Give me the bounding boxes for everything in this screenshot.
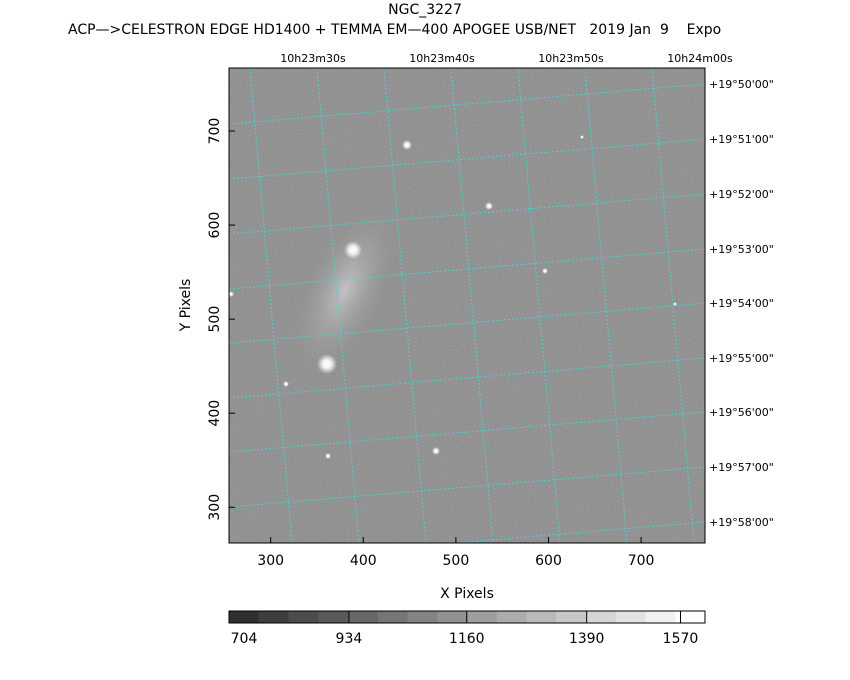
x-tick-label: 500 (443, 553, 470, 569)
colorbar-tick-label: 934 (336, 631, 363, 647)
colorbar-segment (467, 611, 498, 623)
sky-image (229, 68, 705, 543)
ra-grid-line (651, 68, 695, 543)
ra-grid-line (249, 68, 293, 543)
ra-grid-line (383, 68, 427, 543)
dec-label: +19°52'00" (709, 188, 774, 201)
colorbar-tick-label: 704 (231, 631, 258, 647)
colorbar-segment (348, 611, 379, 623)
dec-label: +19°55'00" (709, 352, 774, 365)
colorbar-segment (645, 611, 676, 623)
ra-label: 10h23m30s (280, 52, 346, 65)
colorbar-segment (229, 611, 260, 623)
ra-grid-line (584, 68, 628, 543)
y-tick-label: 700 (207, 118, 223, 145)
x-tick-label: 300 (257, 553, 284, 569)
x-tick-label: 600 (535, 553, 562, 569)
x-tick-label: 400 (350, 553, 377, 569)
dec-label: +19°56'00" (709, 406, 774, 419)
dec-label: +19°53'00" (709, 243, 774, 256)
plot-frame (228, 67, 706, 544)
y-axis-label: Y Pixels (178, 279, 194, 333)
dec-label: +19°51'00" (709, 133, 774, 146)
colorbar-segment (586, 611, 617, 623)
colorbar-segment (407, 611, 438, 623)
x-tick-label: 700 (628, 553, 655, 569)
colorbar-segment (437, 611, 468, 623)
y-tick-label: 500 (207, 306, 223, 333)
y-tick-label: 600 (207, 212, 223, 239)
y-tick-label: 300 (207, 494, 223, 521)
ra-grid-line (450, 68, 494, 543)
colorbar-segment (675, 611, 706, 623)
colorbar-tick-label: 1160 (449, 631, 485, 647)
colorbar-segment (288, 611, 319, 623)
colorbar-segment (258, 611, 289, 623)
chart-title: NGC_3227 (388, 2, 462, 18)
chart-subtitle: ACP—>CELESTRON EDGE HD1400 + TEMMA EM—40… (68, 22, 721, 38)
ra-grid-line (316, 68, 360, 543)
y-tick-label: 400 (207, 400, 223, 427)
ra-grid-line (517, 68, 561, 543)
colorbar-segment (556, 611, 587, 623)
dec-label: +19°50'00" (709, 78, 774, 91)
dec-label: +19°58'00" (709, 516, 774, 529)
dec-label: +19°54'00" (709, 297, 774, 310)
ra-label: 10h24m00s (667, 52, 733, 65)
colorbar-segment (496, 611, 527, 623)
colorbar-tick-label: 1570 (663, 631, 699, 647)
colorbar-segment (377, 611, 408, 623)
colorbar-segment (318, 611, 349, 623)
colorbar-segment (526, 611, 557, 623)
ra-label: 10h23m50s (538, 52, 604, 65)
x-axis-label: X Pixels (440, 586, 494, 602)
colorbar-tick-label: 1390 (569, 631, 605, 647)
colorbar-segment (615, 611, 646, 623)
dec-label: +19°57'00" (709, 461, 774, 474)
ra-label: 10h23m40s (409, 52, 475, 65)
